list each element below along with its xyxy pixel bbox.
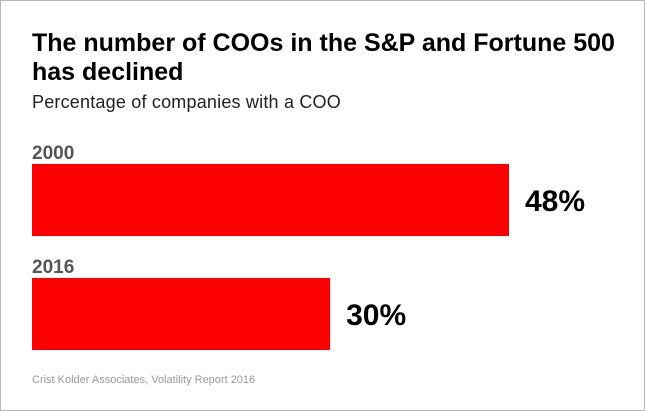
category-label-2000: 2000 bbox=[32, 143, 74, 164]
chart-title: The number of COOs in the S&P and Fortun… bbox=[32, 29, 615, 86]
bar-2016 bbox=[32, 278, 331, 350]
value-label-2000: 48% bbox=[525, 185, 585, 218]
value-label-2016: 30% bbox=[346, 299, 406, 332]
bar-2000 bbox=[32, 164, 509, 236]
chart-subtitle: Percentage of companies with a COO bbox=[32, 92, 341, 112]
category-label-2016: 2016 bbox=[32, 257, 74, 278]
chart-source: Crist Kolder Associates, Volatility Repo… bbox=[32, 374, 256, 386]
